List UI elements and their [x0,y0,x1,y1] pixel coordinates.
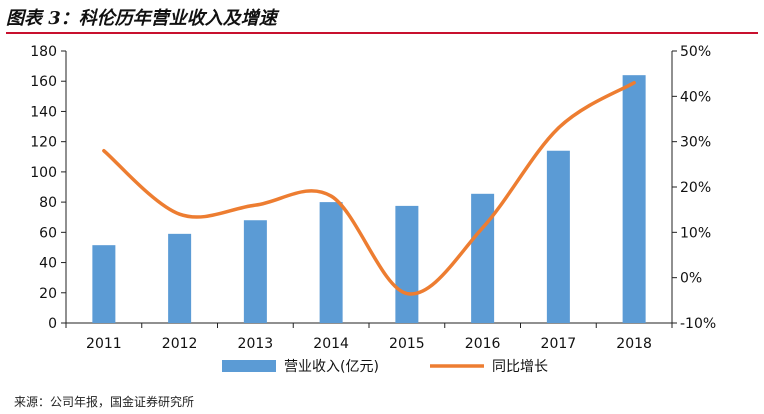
left-axis-tick-label: 20 [39,286,57,302]
x-axis-tick-label: 2015 [389,336,425,352]
right-axis-tick-label: 30% [680,135,711,151]
right-axis-tick-label: 50% [680,44,711,60]
right-axis-tick-label: 10% [680,225,711,241]
revenue-bars [92,75,646,323]
revenue-bar [92,245,116,323]
left-axis-tick-label: 160 [30,74,57,90]
left-axis-tick-label: 40 [39,256,57,272]
x-axis-tick-label: 2012 [162,336,198,352]
chart-legend: 营业收入(亿元) 同比增长 [222,359,548,375]
left-axis-tick-label: 140 [30,104,57,120]
x-axis-tick-label: 2014 [313,336,349,352]
revenue-bar [168,233,192,323]
legend-label-growth: 同比增长 [492,359,548,375]
left-axis-tick-label: 80 [39,195,57,211]
growth-line [102,80,636,296]
right-axis-tick-label: -10% [680,316,716,332]
right-axis-tick-label: 0% [680,271,702,287]
revenue-bar [546,150,570,323]
legend-swatch-revenue [222,360,276,372]
left-axis-tick-label: 0 [48,316,57,332]
right-axis-tick-label: 40% [680,89,711,105]
revenue-bar [243,220,267,323]
legend-label-revenue: 营业收入(亿元) [284,359,379,375]
revenue-bar [395,205,419,323]
x-axis-tick-label: 2016 [465,336,501,352]
right-axis-tick-label: 20% [680,180,711,196]
left-axis-tick-label: 120 [30,135,57,151]
source-note: 来源：公司年报，国金证券研究所 [14,395,195,409]
revenue-bar [471,193,495,323]
x-axis-tick-label: 2017 [541,336,577,352]
x-axis-tick-label: 2018 [616,336,652,352]
x-axis-tick-label: 2013 [238,336,274,352]
growth-line-series [102,80,636,296]
left-axis-tick-label: 100 [30,165,57,181]
revenue-bar [622,75,646,323]
left-axis-tick-label: 180 [30,44,57,60]
revenue-bar [319,202,343,323]
chart-axes: 0 20 40 60 80 100 120 140 160 180 -10% 0% 10% 20% 30% 4… [30,44,716,352]
chart-title: 图表 3：科伦历年营业收入及增速 [6,4,758,34]
x-axis-tick-label: 2011 [86,336,122,352]
left-axis-tick-label: 60 [39,225,57,241]
